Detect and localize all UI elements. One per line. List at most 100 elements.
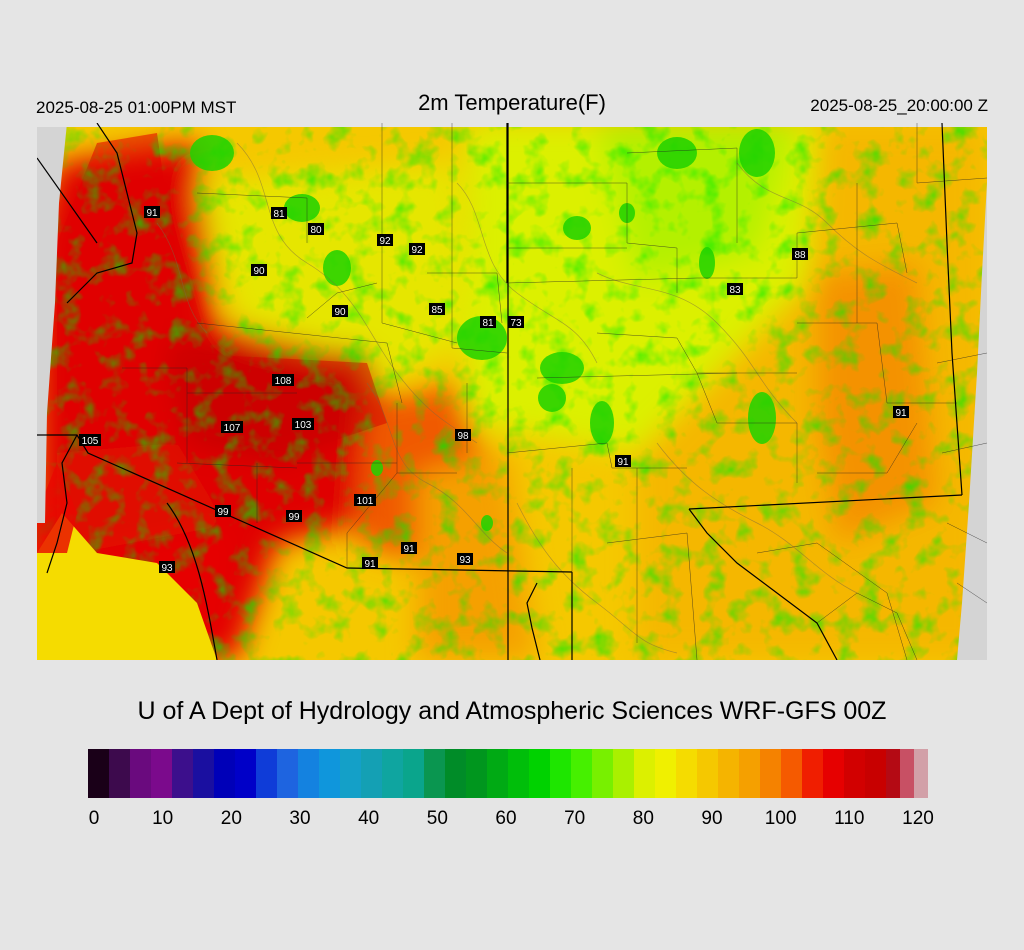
station-value-text: 90: [253, 266, 265, 277]
colorbar-tick-label: 110: [834, 808, 865, 829]
colorbar-swatch: [592, 749, 613, 798]
colorbar-swatch: [823, 749, 844, 798]
colorbar-swatch: [319, 749, 340, 798]
colorbar-swatch: [298, 749, 319, 798]
station-value: 93: [159, 561, 175, 574]
colorbar-swatch: [718, 749, 739, 798]
station-value-text: 93: [459, 555, 471, 566]
station-value-text: 107: [224, 423, 241, 434]
station-value-text: 103: [295, 420, 312, 431]
station-value-text: 92: [379, 236, 391, 247]
colorbar-swatch: [655, 749, 676, 798]
station-value: 91: [615, 455, 631, 468]
station-value-text: 91: [617, 457, 629, 468]
county-borders: [122, 123, 987, 660]
colorbar-swatch: [781, 749, 802, 798]
colorbar-swatch: [529, 749, 550, 798]
colorbar-tick-label: 90: [701, 808, 723, 829]
colorbar-swatch: [508, 749, 529, 798]
colorbar-swatch: [277, 749, 298, 798]
local-time-label: 2025-08-25 01:00PM MST: [36, 98, 237, 117]
colorbar-swatch: [361, 749, 382, 798]
colorbar-swatch: [256, 749, 277, 798]
station-value: 91: [144, 206, 160, 219]
station-value-text: 108: [275, 376, 292, 387]
colorbar-swatch: [382, 749, 403, 798]
colorbar-swatch: [466, 749, 487, 798]
station-value: 90: [251, 264, 267, 277]
colorbar-tick-label: 70: [564, 808, 586, 829]
colorbar-tick-label: 0: [88, 808, 100, 829]
station-value: 108: [272, 374, 294, 387]
station-value-text: 93: [161, 563, 173, 574]
colorbar-swatch: [914, 749, 928, 798]
temperature-colorbar: [88, 749, 928, 798]
station-value: 99: [215, 505, 231, 518]
station-value-text: 90: [334, 307, 346, 318]
colorbar-tick-label: 120: [902, 808, 934, 829]
station-value: 83: [727, 283, 743, 296]
colorbar-swatch: [634, 749, 655, 798]
colorbar-swatch: [613, 749, 634, 798]
colorbar-swatch: [571, 749, 592, 798]
station-value: 93: [457, 553, 473, 566]
station-value: 91: [893, 406, 909, 419]
colorbar-swatch: [214, 749, 235, 798]
no-data-areas: [37, 123, 987, 660]
station-value: 105: [79, 434, 101, 447]
station-value-text: 91: [364, 559, 376, 570]
colorbar-swatch: [445, 749, 466, 798]
station-value-text: 91: [146, 208, 158, 219]
station-value: 73: [508, 316, 524, 329]
station-value-text: 105: [82, 436, 99, 447]
credit-line: U of A Dept of Hydrology and Atmospheric…: [137, 697, 887, 725]
colorbar-swatch: [151, 749, 172, 798]
colorbar-swatch: [865, 749, 886, 798]
mexico-region: [37, 513, 217, 660]
colorbar-swatch: [340, 749, 361, 798]
station-labels: 91 81 80 92 92 90 88 83 90 85 81 73 108 107 103 105 98 91…: [79, 206, 909, 574]
station-value-text: 91: [403, 544, 415, 555]
station-value: 81: [480, 316, 496, 329]
colorbar-swatch: [900, 749, 914, 798]
state-borders: [37, 123, 963, 660]
colorbar-swatch: [802, 749, 823, 798]
station-value: 98: [455, 429, 471, 442]
colorbar-tick-label: 80: [632, 808, 654, 829]
contour-lines: [156, 142, 918, 654]
colorbar-swatch: [88, 749, 109, 798]
colorbar-tick-label: 40: [358, 808, 380, 829]
colorbar-swatch: [676, 749, 697, 798]
station-value: 99: [286, 510, 302, 523]
station-value-text: 101: [357, 496, 374, 507]
colorbar-tick-label: 50: [426, 808, 448, 829]
station-value: 91: [362, 557, 378, 570]
colorbar-swatch: [550, 749, 571, 798]
station-value: 80: [308, 223, 324, 236]
colorbar-swatch: [109, 749, 130, 798]
map-title: 2m Temperature(F): [418, 90, 606, 115]
colorbar-swatch: [886, 749, 900, 798]
station-value-text: 92: [411, 245, 423, 256]
colorbar-tick-label: 30: [289, 808, 311, 829]
colorbar-swatch: [487, 749, 508, 798]
station-value-text: 88: [794, 250, 806, 261]
station-value-text: 73: [510, 318, 522, 329]
colorbar-swatch: [424, 749, 445, 798]
station-value-text: 99: [288, 512, 300, 523]
station-value: 92: [377, 234, 393, 247]
colorbar-tick-label: 20: [220, 808, 242, 829]
colorbar-tick-label: 100: [764, 808, 797, 829]
colorbar-swatch: [130, 749, 151, 798]
colorbar-ticks: 0 10 20 30 40 50 60 70 80 90 100 110 120: [0, 808, 1024, 838]
station-value-text: 98: [457, 431, 469, 442]
station-value: 101: [354, 494, 376, 507]
colorbar-swatch: [403, 749, 424, 798]
colorbar-tick-label: 60: [495, 808, 517, 829]
colorbar-swatch: [739, 749, 760, 798]
high-terrain-green: [37, 123, 987, 660]
station-value: 103: [292, 418, 314, 431]
station-value-text: 83: [729, 285, 741, 296]
station-value-text: 81: [482, 318, 494, 329]
station-value: 81: [271, 207, 287, 220]
